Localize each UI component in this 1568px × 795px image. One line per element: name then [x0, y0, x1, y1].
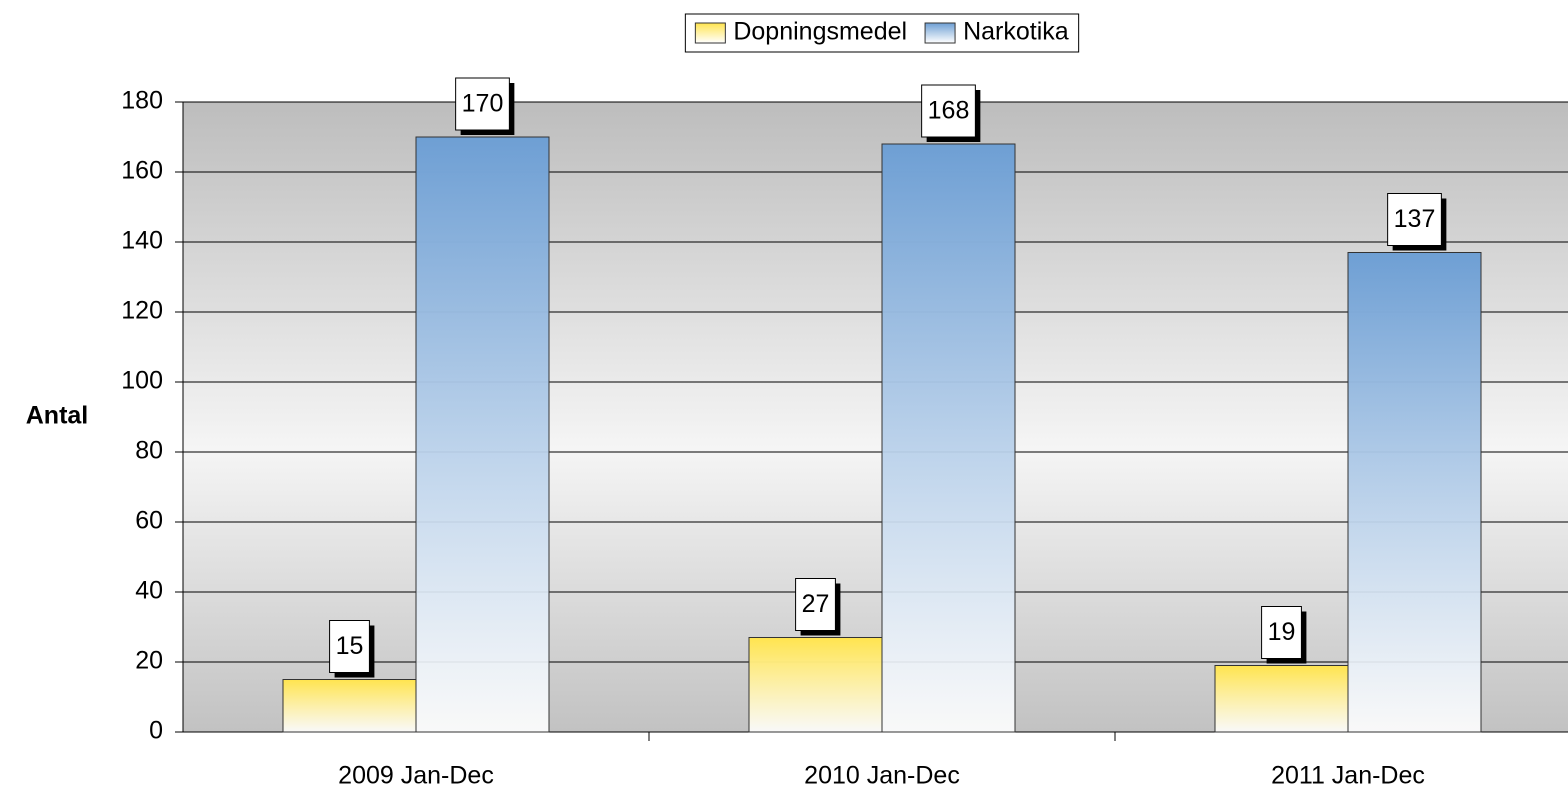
data-label: 15 [336, 632, 364, 660]
legend-box [684, 13, 1080, 53]
bar [748, 637, 883, 733]
data-label: 19 [1268, 618, 1296, 646]
legend-label: Narkotika [963, 18, 1069, 46]
x-tick-label: 2009 Jan-Dec [338, 762, 494, 790]
y-tick-label: 20 [135, 647, 163, 675]
bar [1214, 665, 1349, 733]
bar [1347, 252, 1482, 733]
data-label: 137 [1394, 205, 1436, 233]
label-box [921, 84, 976, 138]
data-label: 168 [928, 97, 970, 125]
y-tick-label: 120 [121, 297, 163, 325]
y-tick-label: 0 [149, 717, 163, 745]
legend-label: Dopningsmedel [733, 18, 907, 46]
y-tick-label: 80 [135, 437, 163, 465]
y-tick-label: 40 [135, 577, 163, 605]
label-box [455, 77, 510, 131]
x-tick-label: 2010 Jan-Dec [804, 762, 960, 790]
y-tick-label: 60 [135, 507, 163, 535]
bar [282, 679, 417, 733]
y-tick-label: 140 [121, 227, 163, 255]
label-box [329, 620, 370, 673]
label-box [795, 578, 836, 631]
y-tick-label: 160 [121, 157, 163, 185]
data-label: 27 [802, 590, 830, 618]
legend-swatch [694, 22, 726, 44]
plot-area [183, 102, 1568, 732]
y-axis-label: Antal [26, 402, 89, 430]
data-label: 170 [462, 90, 504, 118]
x-tick-label: 2011 Jan-Dec [1271, 762, 1425, 790]
y-tick-label: 180 [121, 87, 163, 115]
y-tick-label: 100 [121, 367, 163, 395]
bar [415, 136, 550, 733]
bar [881, 143, 1016, 733]
legend-swatch [924, 22, 956, 44]
label-box [1261, 606, 1302, 659]
label-box [1387, 193, 1442, 246]
